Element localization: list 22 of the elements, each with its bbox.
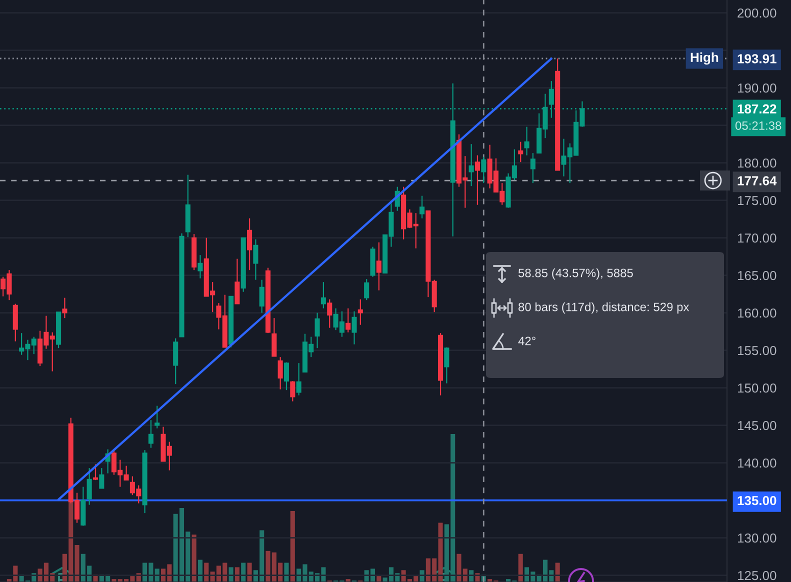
y-tick-label: 165.00: [738, 270, 776, 280]
y-tick-label: 155.00: [738, 346, 776, 356]
y-tick-label: 145.00: [738, 420, 776, 430]
y-tick-label: 160.00: [738, 308, 776, 318]
annotation: 80 bars (117d), distance: 529 px: [518, 302, 690, 314]
y-tick-label: 177.64: [738, 176, 777, 186]
y-tick-label: 190.00: [738, 83, 776, 93]
y-tick-label: 130.00: [738, 533, 776, 543]
y-tick-label: 187.22: [738, 104, 776, 114]
ref-line-label: High: [690, 52, 718, 65]
y-tick-label: 170.00: [738, 233, 776, 243]
y-tick-label: 175.00: [738, 196, 776, 206]
y-tick-label: 135.00: [738, 496, 776, 506]
y-tick-label: 180.00: [738, 158, 776, 168]
y-tick-label: 193.91: [738, 54, 776, 64]
y-tick-label: 200.00: [738, 8, 776, 18]
y-tick-label: 150.00: [738, 383, 776, 393]
y-tick-label: 125.00: [738, 570, 776, 580]
y-tick-label: 140.00: [738, 458, 776, 468]
annotation: 42°: [518, 336, 536, 346]
text: 05:21:38: [735, 121, 782, 130]
annotation: 58.85 (43.57%), 5885: [518, 268, 633, 280]
